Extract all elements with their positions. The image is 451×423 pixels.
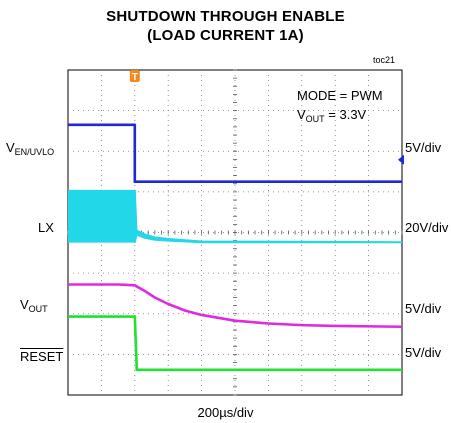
- lx-switching-band: [68, 189, 135, 243]
- chart-title: SHUTDOWN THROUGH ENABLE: [106, 8, 345, 25]
- scale-label-lx: 20V/div: [405, 220, 449, 235]
- series-label-reset: RESET: [20, 349, 64, 364]
- lx-trace: [133, 189, 403, 244]
- reset-trace: [68, 315, 402, 372]
- chart-subtitle: (LOAD CURRENT 1A): [147, 27, 304, 44]
- ven-uvlo-trace: [68, 123, 402, 184]
- vout-annotation: VOUT = 3.3V: [297, 107, 367, 124]
- figure-id: toc21: [373, 55, 396, 65]
- series-label-ven: VEN/UVLO: [6, 140, 55, 157]
- trigger-marker: [129, 70, 140, 82]
- scale-label-ven: 5V/div: [405, 140, 442, 155]
- x-axis-label: 200µs/div: [197, 405, 254, 420]
- trigger-marker-label: T: [132, 72, 138, 83]
- mode-annotation: MODE = PWM: [297, 88, 383, 103]
- scale-label-reset: 5V/div: [405, 345, 442, 360]
- ground-reference-arrow: [398, 154, 404, 165]
- vout-trace: [68, 283, 403, 329]
- scale-label-vout: 5V/div: [405, 301, 442, 316]
- series-label-lx: LX: [38, 220, 54, 235]
- series-label-vout: VOUT: [20, 297, 48, 314]
